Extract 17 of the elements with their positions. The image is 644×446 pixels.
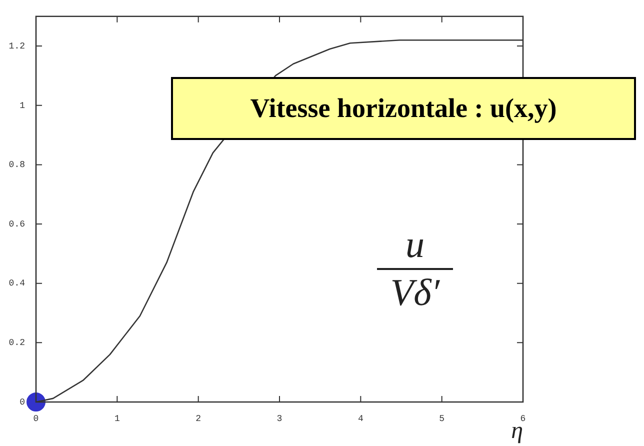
y-tick-label: 0.6 xyxy=(8,219,25,230)
y-tick-label: 0.4 xyxy=(8,278,25,289)
x-tick-label: 0 xyxy=(33,414,39,424)
annotation: Vδ′ xyxy=(389,272,441,314)
x-tick-label: 4 xyxy=(358,414,364,424)
y-tick-label: 0.2 xyxy=(8,338,25,348)
x-tick-label: 6 xyxy=(520,414,526,424)
title-box: Vitesse horizontale : u(x,y) xyxy=(171,77,636,140)
x-tick-label: 5 xyxy=(439,414,445,424)
y-tick-label: 0.8 xyxy=(8,160,25,170)
annotation: u xyxy=(404,224,426,266)
x-tick-label: 2 xyxy=(196,414,202,424)
y-tick-label: 0 xyxy=(20,397,25,408)
y-tick-label: 1.2 xyxy=(8,41,25,52)
x-tick-label: 1 xyxy=(114,414,120,424)
x-tick-label: 3 xyxy=(276,414,282,424)
y-tick-label: 1 xyxy=(20,100,25,111)
